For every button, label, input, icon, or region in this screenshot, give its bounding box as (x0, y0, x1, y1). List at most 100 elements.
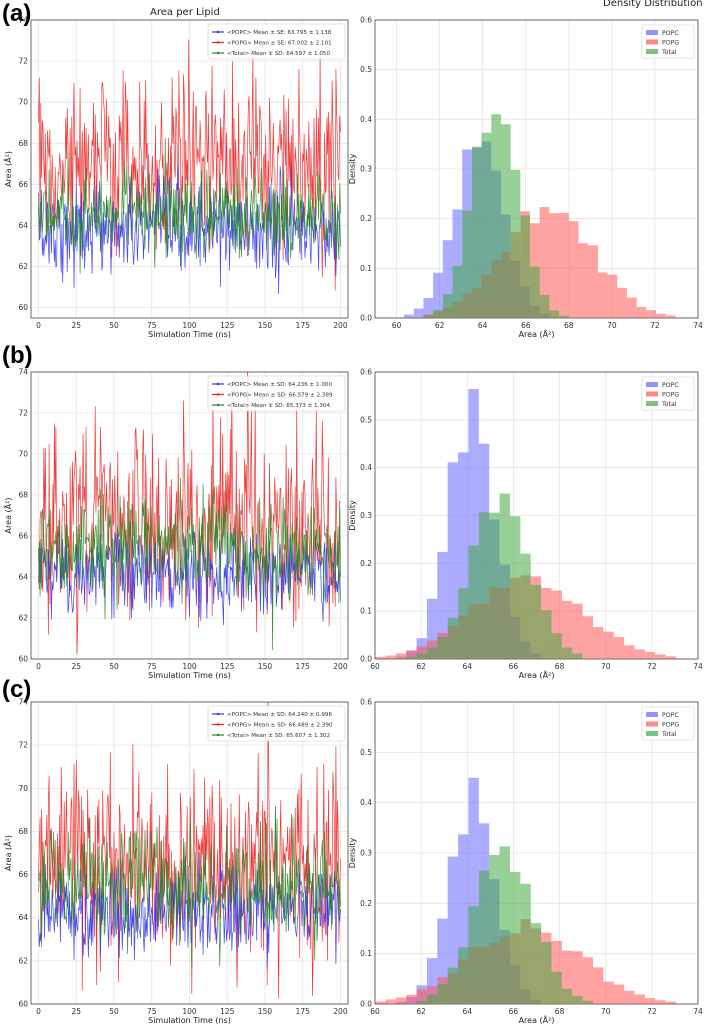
hist-bar-total (416, 653, 427, 659)
hist-legend-label-2-1: POPG (662, 722, 679, 729)
ts1-xlabel: Simulation Time (ns) (148, 671, 231, 680)
ts1-xtick-label-3: 75 (147, 662, 157, 671)
hist-bar-total (478, 512, 490, 659)
ts0-ytick-label-1: 62 (18, 262, 28, 271)
ts-legend-marker-2-0 (216, 712, 220, 716)
hist-bar-total (462, 210, 472, 318)
hs0-ytick-label-5: 0.5 (360, 65, 372, 74)
ts-legend-box-2 (207, 705, 346, 742)
hist-bar-popc (423, 297, 434, 318)
hist-bar-total (489, 854, 500, 1004)
series-line-popg (38, 39, 341, 291)
hist-legend-label-2-0: POPC (662, 712, 679, 719)
hist-bar-total (572, 653, 583, 659)
hist-bar-popg (578, 243, 589, 318)
hs1-xtick-label-6: 72 (647, 662, 657, 671)
ts0-ytick-label-5: 70 (18, 98, 28, 107)
hist-legend-swatch-2-1 (646, 721, 658, 727)
hist-bar-popg (607, 274, 618, 318)
ts-legend-label-2-1: <POPG> Mean ± SD: 66.489 ± 2.390 (227, 723, 333, 729)
hist-bar-popc (426, 958, 438, 1004)
hs0-xtick-label-5: 70 (607, 321, 617, 330)
hs0-ytick-label-0: 0.0 (360, 314, 372, 323)
ts1-ytick-label-5: 70 (18, 450, 28, 459)
hist-bar-popg (395, 653, 407, 659)
ts-legend-marker-0-0 (216, 30, 220, 34)
hist-bar-total (509, 871, 521, 1004)
ts0-frame (30, 19, 349, 319)
hist-bar-total (458, 588, 469, 659)
ts1-ylabel: Area (Å²) (2, 498, 13, 534)
hist-legend-swatch-2-2 (646, 731, 658, 736)
hs0-ytick-label-1: 0.1 (360, 264, 372, 273)
hs0-xtick-label-6: 72 (650, 321, 660, 330)
hist-bar-popg (665, 315, 676, 318)
ts2-ytick-label-7: 74 (18, 698, 28, 707)
hist-legend-swatch-1-1 (646, 391, 658, 397)
hist-bar-popg (603, 981, 614, 1004)
ts0-ytick-label-6: 72 (18, 57, 28, 66)
hist-bar-popg (375, 1001, 386, 1004)
hist-bar-total (442, 294, 453, 318)
hs0-xtick-label-0: 60 (392, 321, 402, 330)
hs1-ylabel: Density (348, 500, 357, 531)
ts-legend-marker-1-1 (216, 393, 220, 396)
ts2-xtick-label-2: 50 (109, 1007, 119, 1016)
hist-legend-label-0-1: POPG (662, 40, 679, 47)
hist-bar-popg (568, 221, 579, 318)
ts0-xtick-label-3: 75 (147, 321, 157, 330)
hs0-ytick-label-6: 0.6 (360, 16, 372, 25)
hist-bar-total (481, 132, 492, 318)
hist-bar-popg (395, 997, 407, 1004)
hs2-xtick-label-1: 62 (416, 1007, 426, 1016)
ts1-ytick-label-0: 60 (18, 655, 28, 664)
ts1-xtick-label-8: 200 (333, 662, 348, 671)
hist-bar-popg (624, 645, 635, 659)
hist-bar-total (530, 922, 542, 1004)
hs2-xtick-label-3: 66 (509, 1007, 519, 1016)
hist-bar-popg (646, 310, 657, 318)
hist-bar-popg (416, 646, 427, 659)
ts-legend-marker-0-2 (216, 51, 220, 55)
hs2-xtick-label-2: 64 (463, 1007, 473, 1016)
ts-legend-label-1-1: <POPG> Mean ± SD: 66.579 ± 2.389 (227, 393, 333, 399)
hs0-xtick-label-1: 62 (435, 321, 445, 330)
hist-bar-total (468, 545, 479, 659)
hist-bar-popc (447, 462, 459, 659)
hist-bar-popg (559, 212, 569, 318)
hs1-ytick-label-2: 0.2 (360, 559, 372, 568)
hist-bar-popc (468, 389, 479, 659)
hs1-xtick-label-2: 64 (463, 662, 473, 671)
ts1-ytick-label-6: 72 (18, 409, 28, 418)
histogram-chart-1: 60 62 64 66 68 70 72 74 0.0 0.1 0.2 0.3 0.4 0.5 0.6 Are… (348, 368, 703, 681)
ts2-ytick-label-1: 62 (18, 956, 28, 965)
hist-bar-popg (551, 590, 562, 659)
hist-bar-popg (634, 649, 645, 659)
hist-bar-popc (437, 552, 448, 659)
hist-bar-popc (458, 834, 469, 1004)
ts0-ylabel: Area (Å²) (2, 151, 13, 187)
hs2-ytick-label-2: 0.2 (360, 899, 372, 908)
ts2-ytick-label-6: 72 (18, 741, 28, 750)
ts1-xtick-label-7: 175 (296, 662, 311, 671)
title-area-per-lipid: Area per Lipid (150, 7, 220, 18)
hs0-ytick-label-2: 0.2 (360, 214, 372, 223)
hist-bar-popc (468, 777, 479, 1004)
histogram-chart-0: 60 62 64 66 68 70 72 74 0.0 0.1 0.2 0.3 0.4 0.5 0.6 Are… (348, 16, 703, 340)
timeseries-chart-2: 0 25 50 75 100 125 150 175 200 60 62 64 66 68 70 72 74 Si… (2, 698, 349, 1024)
ts2-xtick-label-8: 200 (333, 1007, 348, 1016)
ts2-ytick-label-3: 66 (18, 870, 28, 879)
ts-legend-marker-1-2 (216, 403, 220, 407)
ts0-xtick-label-2: 50 (109, 321, 119, 330)
hist-bar-popg (572, 603, 583, 659)
hist-bar-total (561, 647, 573, 659)
hist-bar-popg (549, 213, 560, 318)
hist-bar-total (582, 1000, 594, 1004)
hs0-xtick-label-2: 64 (478, 321, 488, 330)
hs2-ytick-label-0: 0.0 (360, 1000, 372, 1009)
hist-legend-label-0-2: Total (661, 49, 677, 56)
hist-bar-total (551, 633, 562, 659)
ts2-ylabel: Area (Å²) (2, 835, 13, 871)
ts0-xtick-label-7: 175 (296, 321, 311, 330)
hs2-xtick-label-0: 60 (370, 1007, 380, 1016)
